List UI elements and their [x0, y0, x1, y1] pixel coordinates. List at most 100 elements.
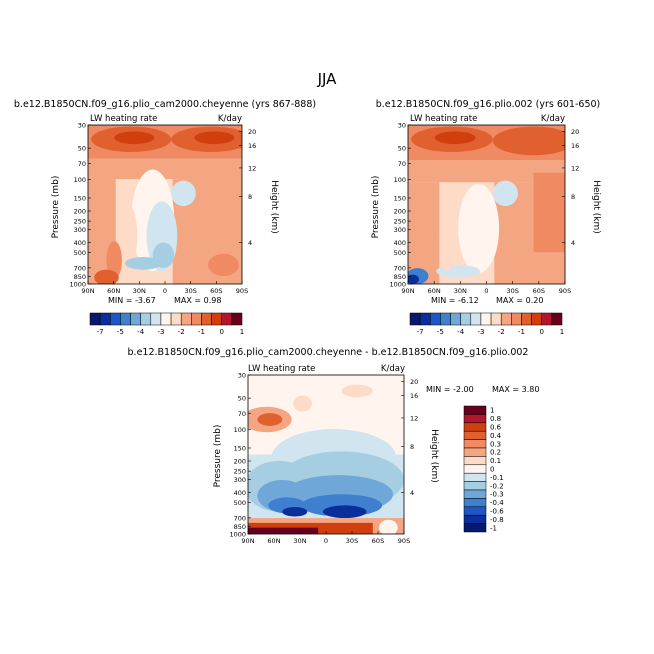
y-tick-label: 1000 [229, 531, 246, 539]
contour-blob [458, 183, 500, 273]
colorbar-box [463, 414, 487, 424]
y-tick-label: 200 [234, 458, 246, 466]
height-tick-label: 16 [571, 142, 579, 150]
y-tick-label: 50 [238, 395, 246, 403]
panel-control: b.e12.B1850CN.f09_g16.plio_cam2000.cheye… [14, 99, 316, 336]
contour-blob [171, 180, 196, 207]
contour-blob [439, 207, 456, 272]
contour-blob [124, 256, 162, 270]
colorbar-box [463, 464, 487, 474]
y-tick-label: 700 [234, 514, 246, 522]
y-tick-label: 850 [394, 273, 406, 281]
colorbar-label: -2 [178, 328, 185, 336]
panel-title: b.e12.B1850CN.f09_g16.plio.002 (yrs 601-… [376, 99, 601, 110]
colorbar-box [110, 312, 121, 326]
colorbar-box [463, 481, 487, 491]
colorbar-box [463, 439, 487, 449]
colorbar-label: 0.3 [490, 440, 501, 448]
height-tick-label: 12 [248, 164, 256, 172]
colorbar-box [541, 312, 553, 326]
contour-blob [114, 131, 155, 145]
colorbar-box [120, 312, 131, 326]
contour-blob [341, 384, 373, 398]
colorbar-label: -7 [97, 328, 104, 336]
colorbar-label: 0 [490, 466, 494, 474]
colorbar-box [480, 312, 492, 326]
y-tick-label: 700 [74, 264, 86, 272]
y-axis-title: Pressure (mb) [213, 425, 223, 488]
colorbar-label: -2 [498, 328, 505, 336]
y-tick-label: 700 [394, 264, 406, 272]
colorbar-label: -0.8 [490, 516, 504, 524]
y-tick-label: 30 [398, 122, 406, 130]
colorbar-label: 0.8 [490, 415, 501, 423]
x-tick-label: 0 [484, 287, 488, 295]
colorbar-label: 0 [539, 328, 543, 336]
min-value: MIN = -3.67 [108, 296, 156, 305]
x-tick-label: 90N [241, 537, 254, 545]
x-tick-label: 60S [210, 287, 222, 295]
colorbar-box [89, 312, 101, 326]
contour-band [248, 527, 319, 534]
x-tick-label: 30S [184, 287, 196, 295]
colorbar-box [150, 312, 162, 326]
height-tick-label: 4 [410, 489, 414, 497]
y-axis-title: Pressure (mb) [51, 176, 61, 239]
y-tick-label: 100 [394, 176, 406, 184]
x-tick-label: 30N [454, 287, 467, 295]
colorbar-box [470, 312, 482, 326]
contour-band [408, 182, 440, 284]
colorbar-box [460, 312, 472, 326]
colorbar-label: 1 [560, 328, 564, 336]
colorbar-box [430, 312, 441, 326]
height-tick-label: 16 [410, 392, 418, 400]
x-tick-label: 30N [293, 537, 306, 545]
y-tick-label: 300 [234, 476, 246, 484]
colorbar-box [551, 312, 563, 326]
contour-blob [118, 204, 138, 269]
x-tick-label: 30N [133, 287, 146, 295]
contour-blob [282, 506, 308, 517]
colorbar-box [201, 312, 212, 326]
colorbar-box [191, 312, 202, 326]
panel-title: b.e12.B1850CN.f09_g16.plio_cam2000.cheye… [128, 347, 529, 358]
colorbar-label: -0.3 [490, 491, 504, 499]
height-tick-label: 4 [248, 239, 252, 247]
x-tick-label: 90N [81, 287, 94, 295]
colorbar-box [463, 498, 487, 508]
colorbar-box [440, 312, 451, 326]
colorbar-box [463, 489, 487, 499]
colorbar-label: 0.6 [490, 424, 502, 432]
left-label: LW heating rate [90, 114, 157, 124]
height-tick-label: 20 [571, 128, 579, 136]
y-tick-label: 50 [398, 145, 406, 153]
y-tick-label: 150 [394, 194, 406, 202]
x-tick-label: 30S [346, 537, 358, 545]
colorbar-box [231, 312, 243, 326]
x-tick-label: 0 [324, 537, 328, 545]
y-tick-label: 100 [74, 176, 86, 184]
y-axis-title: Pressure (mb) [371, 176, 381, 239]
height-axis-title: Height (km) [591, 180, 601, 234]
colorbar-box [531, 312, 542, 326]
y-tick-label: 250 [74, 218, 86, 226]
contour-field [248, 375, 404, 534]
height-tick-label: 20 [248, 128, 256, 136]
colorbar-label: -1 [518, 328, 525, 336]
contour-field [408, 125, 565, 284]
height-tick-label: 8 [248, 193, 252, 201]
colorbar-box [490, 312, 502, 326]
contour-blob [322, 505, 367, 519]
y-tick-label: 70 [398, 160, 406, 168]
contour-blob [257, 413, 283, 426]
colorbar-box [211, 312, 222, 326]
colorbar-box [463, 472, 487, 482]
colorbar-label: -0.1 [490, 474, 504, 482]
contour-blob [293, 395, 312, 412]
x-tick-label: 90N [401, 287, 414, 295]
colorbar-box [221, 312, 233, 326]
height-axis-title: Height (km) [429, 429, 439, 483]
y-tick-label: 400 [394, 239, 406, 247]
panel-difference: b.e12.B1850CN.f09_g16.plio_cam2000.cheye… [128, 347, 540, 545]
